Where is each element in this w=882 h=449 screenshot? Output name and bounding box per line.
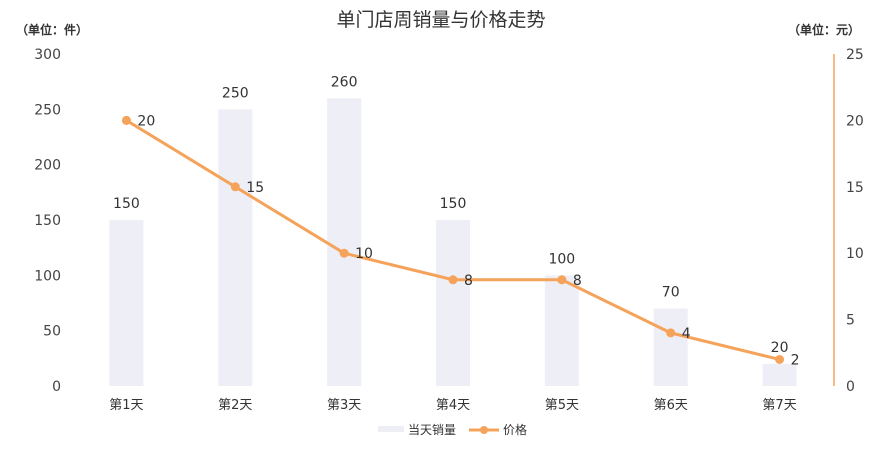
right-tick-label: 5 bbox=[846, 313, 855, 329]
x-category-label: 第7天 bbox=[762, 398, 796, 413]
price-value-label: 4 bbox=[682, 326, 691, 342]
bar-value-label: 100 bbox=[548, 251, 575, 267]
bar bbox=[436, 220, 470, 386]
price-point bbox=[557, 275, 567, 285]
price-value-label: 2 bbox=[791, 352, 800, 368]
bar bbox=[327, 98, 362, 387]
x-category-label: 第2天 bbox=[218, 398, 252, 413]
legend-label-price: 价格 bbox=[503, 422, 527, 437]
x-category-label: 第6天 bbox=[654, 398, 688, 413]
bar bbox=[762, 363, 797, 386]
price-value-label: 20 bbox=[137, 113, 155, 129]
right-axis-unit: （单位：元） bbox=[788, 22, 860, 37]
chart-title: 单门店周销量与价格走势 bbox=[336, 9, 545, 31]
left-tick-label: 250 bbox=[34, 102, 61, 118]
x-category-label: 第5天 bbox=[545, 398, 579, 413]
price-value-label: 15 bbox=[246, 180, 264, 196]
price-point bbox=[775, 354, 785, 364]
left-tick-label: 50 bbox=[43, 324, 61, 340]
left-tick-label: 0 bbox=[52, 379, 61, 395]
price-value-label: 8 bbox=[464, 273, 473, 289]
bar bbox=[544, 275, 579, 386]
right-tick-label: 20 bbox=[846, 113, 864, 129]
left-tick-label: 200 bbox=[34, 158, 61, 174]
bar-value-label: 150 bbox=[113, 196, 140, 212]
right-tick-label: 0 bbox=[846, 379, 855, 395]
legend: 当天销量 价格 bbox=[378, 422, 527, 437]
left-tick-label: 150 bbox=[34, 213, 61, 229]
right-tick-label: 15 bbox=[846, 180, 864, 196]
price-point bbox=[230, 182, 240, 192]
bar-value-label: 250 bbox=[222, 85, 249, 101]
left-axis-unit: （单位：件） bbox=[16, 22, 88, 37]
price-value-label: 8 bbox=[573, 273, 582, 289]
price-value-label: 10 bbox=[355, 246, 373, 262]
bar bbox=[218, 109, 253, 386]
x-category-label: 第1天 bbox=[109, 398, 143, 413]
ticks-layer: 0 50 100 150 200 250 300 0 5 10 15 20 25 第1天 第2天 第3天 第4天… bbox=[34, 47, 864, 413]
right-tick-label: 25 bbox=[846, 47, 864, 63]
left-tick-label: 300 bbox=[34, 47, 61, 63]
price-point bbox=[448, 275, 458, 285]
bars-layer bbox=[109, 98, 797, 387]
legend-label-sales: 当天销量 bbox=[408, 423, 456, 437]
bar bbox=[109, 220, 144, 386]
bar-value-label: 20 bbox=[771, 340, 789, 356]
line-layer bbox=[121, 115, 785, 364]
right-tick-label: 10 bbox=[846, 246, 864, 262]
x-category-label: 第4天 bbox=[436, 398, 470, 413]
price-point bbox=[339, 248, 349, 258]
left-tick-label: 100 bbox=[34, 268, 61, 284]
bar-value-label: 260 bbox=[331, 74, 358, 90]
bar-value-label: 150 bbox=[440, 196, 467, 212]
price-point bbox=[121, 115, 131, 125]
price-point bbox=[666, 328, 676, 338]
bar bbox=[653, 308, 688, 386]
labels-layer: 150 250 260 150 100 70 20 20 15 10 8 8 4 2 bbox=[113, 74, 799, 368]
legend-marker-price bbox=[480, 426, 488, 434]
x-category-label: 第3天 bbox=[327, 398, 361, 413]
legend-swatch-sales bbox=[378, 426, 404, 432]
bar-value-label: 70 bbox=[662, 285, 680, 301]
